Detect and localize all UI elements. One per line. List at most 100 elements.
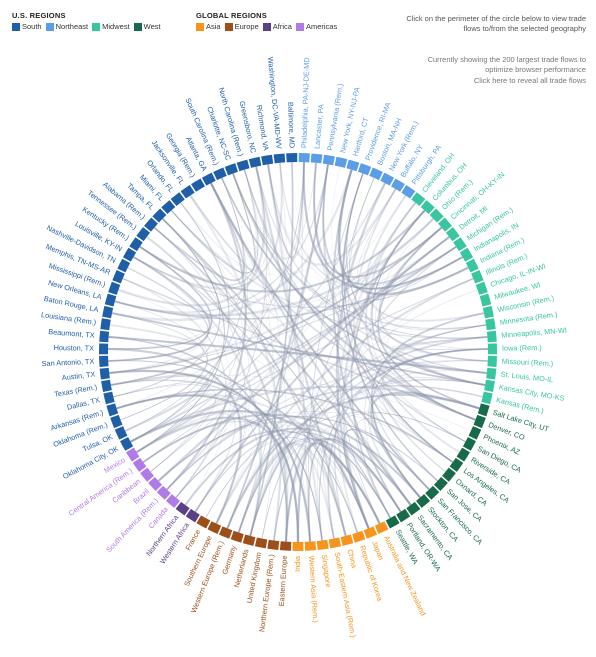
arc-republic-of-korea[interactable] <box>352 530 366 543</box>
arc-tulsa-ok[interactable] <box>114 426 128 440</box>
arc-canada[interactable] <box>165 494 180 508</box>
arc-india[interactable] <box>292 541 304 551</box>
arc-texas-rem[interactable] <box>101 379 112 392</box>
arc-singapore[interactable] <box>316 539 329 551</box>
arc-oklahoma-rem[interactable] <box>110 414 123 429</box>
arc-detroit-mi[interactable] <box>445 227 460 242</box>
arc-lancaster-pa[interactable] <box>310 153 323 164</box>
arc-stockton-ca[interactable] <box>416 494 431 508</box>
arc-illinois-rem[interactable] <box>471 270 484 284</box>
arc-san-jose-ca[interactable] <box>433 476 448 492</box>
arc-dallas-tx[interactable] <box>103 391 115 405</box>
arc-hartford-ct[interactable] <box>346 159 360 172</box>
arc-jacksonville-fl[interactable] <box>180 185 195 199</box>
arc-southern-europe[interactable] <box>207 521 222 534</box>
arc-mexico[interactable] <box>126 447 140 462</box>
arc-western-africa[interactable] <box>185 508 200 523</box>
arc-louisiana-rem[interactable] <box>100 318 111 331</box>
arc-miami-fl[interactable] <box>161 200 176 214</box>
arc-richmond-va[interactable] <box>261 154 274 166</box>
arc-northern-africa[interactable] <box>175 501 190 516</box>
arc-france[interactable] <box>196 515 211 529</box>
arc-los-angeles-ca[interactable] <box>449 457 464 472</box>
arc-western-europe-rem[interactable] <box>218 526 233 539</box>
arc-eastern-europe[interactable] <box>279 541 292 551</box>
arc-south-carolina-rem[interactable] <box>213 167 227 181</box>
arc-st-louis-mo-il[interactable] <box>486 367 497 380</box>
arc-san-antonio-tx[interactable] <box>99 355 109 367</box>
arc-sacramento-ca[interactable] <box>406 501 421 516</box>
arc-south-eastern-asia-rem[interactable] <box>328 537 342 549</box>
arc-baltimore-md[interactable] <box>286 153 298 163</box>
arc-caribbean[interactable] <box>140 467 154 482</box>
arc-new-york-rem[interactable] <box>380 172 395 186</box>
arc-san-diego-ca[interactable] <box>462 437 476 451</box>
legend-item-americas[interactable]: Americas <box>295 22 337 31</box>
arc-minneapolis-mn-wi[interactable] <box>486 330 497 343</box>
arc-missouri-rem[interactable] <box>487 355 497 367</box>
arc-central-america-rem[interactable] <box>132 457 147 472</box>
legend-item-northeast[interactable]: Northeast <box>45 22 88 31</box>
arc-indianapolis-in[interactable] <box>459 247 474 262</box>
arc-united-kingdom[interactable] <box>254 537 268 549</box>
arc-memphis-tn-ms-ar[interactable] <box>112 270 125 284</box>
arc-atlanta-ga[interactable] <box>201 172 216 186</box>
arc-cincinnati-oh-ky-in[interactable] <box>438 217 452 232</box>
arc-seattle-wa[interactable] <box>385 515 400 529</box>
arc-baton-rouge-la[interactable] <box>102 305 114 319</box>
arc-alabama-rem[interactable] <box>144 217 158 232</box>
arc-salt-lake-city-ut[interactable] <box>477 403 490 417</box>
arc-northern-europe-rem[interactable] <box>267 539 280 551</box>
arc-nashville-davidson-tn[interactable] <box>117 258 131 273</box>
arc-washington-dc-va-md-wv[interactable] <box>273 153 286 164</box>
arc-wisconsin-rem[interactable] <box>482 305 494 319</box>
legend-item-africa[interactable]: Africa <box>262 22 292 31</box>
arc-china[interactable] <box>340 534 354 546</box>
arc-oxnard-ca[interactable] <box>442 467 456 482</box>
arc-denver-co[interactable] <box>473 414 486 429</box>
arc-riverside-ca[interactable] <box>456 447 470 462</box>
arc-pittsburgh-pa[interactable] <box>401 185 416 199</box>
arc-ohio-rem[interactable] <box>429 208 444 223</box>
arc-north-carolina-rem[interactable] <box>236 159 250 172</box>
perimeter-arcs[interactable] <box>98 153 497 551</box>
legend-item-south[interactable]: South <box>12 22 42 31</box>
arc-netherlands[interactable] <box>242 534 256 546</box>
arc-arkansas-rem[interactable] <box>106 403 119 417</box>
reveal-all-flows-link[interactable]: Click here to reveal all trade flows <box>473 76 586 85</box>
arc-south-america-rem[interactable] <box>156 485 171 500</box>
arc-kentucky-rem[interactable] <box>129 237 143 252</box>
arc-minnesota-rem[interactable] <box>485 318 496 331</box>
arc-new-orleans-la[interactable] <box>104 293 117 307</box>
arc-new-york-ny-nj-pa[interactable] <box>334 156 348 168</box>
arc-georgia-rem[interactable] <box>191 178 205 192</box>
arc-austin-tx[interactable] <box>99 367 110 380</box>
arc-boston-ma-nh[interactable] <box>369 167 383 181</box>
arc-japan[interactable] <box>363 526 378 539</box>
arc-mississippi-rem[interactable] <box>108 281 121 295</box>
arc-michigan-rem[interactable] <box>453 237 467 252</box>
arc-chicago-il-in-wi[interactable] <box>475 281 488 295</box>
arc-providence-ri-ma[interactable] <box>358 163 372 176</box>
arc-iowa-rem[interactable] <box>487 343 497 355</box>
arc-orlando-fl[interactable] <box>170 192 185 206</box>
arc-san-francisco-ca[interactable] <box>425 485 440 500</box>
legend-item-west[interactable]: West <box>133 22 161 31</box>
legend-item-europe[interactable]: Europe <box>224 22 259 31</box>
arc-kansas-city-mo-ks[interactable] <box>484 379 495 392</box>
arc-tampa-fl[interactable] <box>152 208 167 223</box>
arc-buffalo-ny[interactable] <box>391 178 405 192</box>
arc-louisville-ky-in[interactable] <box>122 247 137 262</box>
arc-cleveland-oh[interactable] <box>411 192 426 206</box>
arc-beaumont-tx[interactable] <box>99 330 110 343</box>
arc-houston-tx[interactable] <box>98 343 109 355</box>
arc-pennsylvania-rem[interactable] <box>322 154 335 166</box>
arc-columbus-oh[interactable] <box>420 200 435 214</box>
arc-western-asia-rem[interactable] <box>304 541 317 551</box>
arc-philadelphia-pa-nj-de-md[interactable] <box>298 153 310 163</box>
arc-portland-or-wa[interactable] <box>396 508 411 523</box>
arc-oklahoma-city-ok[interactable] <box>120 437 134 451</box>
legend-item-midwest[interactable]: Midwest <box>92 22 130 31</box>
arc-tennessee-rem[interactable] <box>136 227 151 242</box>
arc-indiana-rem[interactable] <box>465 258 479 273</box>
